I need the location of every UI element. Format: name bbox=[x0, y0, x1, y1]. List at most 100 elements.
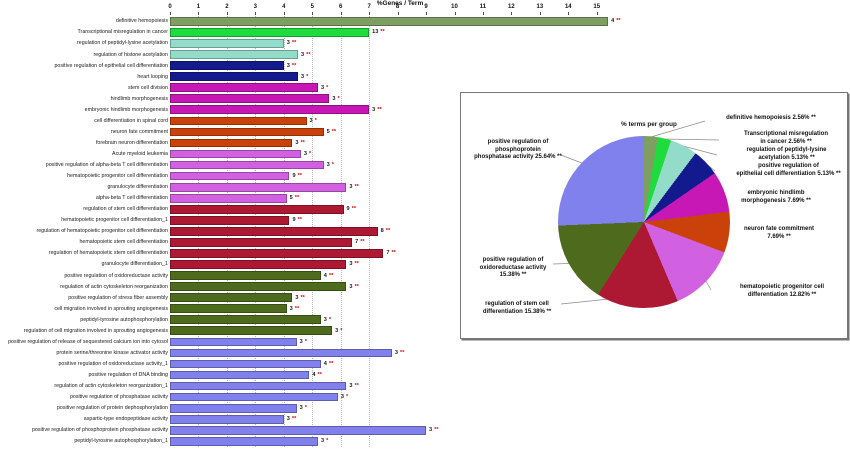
bar bbox=[170, 315, 321, 325]
significance-stars: ** bbox=[317, 371, 322, 378]
x-tick-mark bbox=[482, 12, 484, 15]
bar-value: 9 ** bbox=[292, 217, 301, 223]
bar-row-label: heart looping bbox=[137, 73, 168, 80]
gene-count: 3 bbox=[295, 139, 299, 146]
bar-chart: %Genes / Term 0 1 2 3 4 5 6 7 8 9 10 11 12 13 14 15 defi… bbox=[0, 0, 621, 447]
x-tick-label: 14 bbox=[564, 4, 572, 10]
bar-row: stem cell division 3 * bbox=[0, 82, 620, 93]
bar bbox=[170, 28, 370, 37]
gene-count: 3 bbox=[332, 95, 336, 102]
significance-stars: ** bbox=[294, 305, 300, 312]
bar-value: 3 ** bbox=[301, 52, 310, 58]
gene-count: 7 bbox=[386, 250, 390, 257]
x-tick-label: 5 bbox=[310, 4, 314, 10]
significance-stars: ** bbox=[291, 62, 297, 69]
bar-row-label: alpha-beta T cell differentiation bbox=[95, 195, 168, 202]
gene-count: 3 bbox=[335, 327, 339, 334]
gene-count: 3 bbox=[349, 184, 353, 191]
bar-row: aspartic-type endopeptidase activity 3 ** bbox=[0, 414, 620, 425]
x-axis-title: %Genes / Term bbox=[376, 0, 424, 7]
bar-row-label: regulation of hematopoietic progenitor c… bbox=[36, 228, 168, 235]
bar-row-label: cell differentiation in spinal cord bbox=[94, 117, 168, 124]
bar-row-label: hematopoietic progenitor cell differenti… bbox=[61, 217, 168, 224]
bar-row: positive regulation of DNA binding 4 ** bbox=[0, 370, 620, 381]
bar-row: granulocyte differentiation 3 ** bbox=[0, 182, 620, 193]
bar-row-label: hematopoietic stem cell differentiation bbox=[79, 239, 168, 246]
significance-stars: ** bbox=[297, 217, 302, 224]
gene-count: 9 bbox=[346, 206, 350, 213]
bar-row-label: hematopoietic progenitor cell differenti… bbox=[67, 173, 168, 180]
bar-value: 3 ** bbox=[429, 427, 438, 433]
gene-count: 4 bbox=[611, 18, 615, 25]
x-tick-mark bbox=[454, 12, 456, 15]
gene-count: 4 bbox=[323, 360, 327, 367]
bar-row: hematopoietic stem cell differentiation 7… bbox=[0, 237, 620, 248]
bar-value: 3 ** bbox=[349, 383, 358, 389]
bar bbox=[170, 304, 287, 314]
x-tick-mark bbox=[226, 12, 228, 15]
bar bbox=[170, 193, 287, 203]
gene-count: 3 bbox=[286, 62, 290, 69]
bar bbox=[170, 39, 284, 48]
bar-row-label: forebrain neuron differentiation bbox=[95, 139, 168, 146]
significance-stars: ** bbox=[291, 40, 297, 47]
significance-stars: * bbox=[308, 150, 312, 157]
pie-slice-label: regulation of peptidyl-lysine acetylation… bbox=[746, 147, 827, 161]
significance-stars: ** bbox=[380, 29, 385, 36]
bar-value: 3 ** bbox=[295, 140, 304, 146]
bar-row: regulation of hematopoietic stem cell di… bbox=[0, 248, 620, 259]
bar-row-label: regulation of histone acetylation bbox=[93, 51, 168, 58]
bar bbox=[170, 370, 310, 380]
gene-count: 3 bbox=[394, 349, 399, 356]
bar-value: 3 * bbox=[321, 85, 328, 91]
significance-stars: * bbox=[304, 338, 307, 345]
significance-stars: ** bbox=[328, 360, 334, 367]
bar bbox=[170, 72, 299, 82]
significance-stars: ** bbox=[354, 383, 359, 390]
bar-row: positive regulation of release of seques… bbox=[0, 336, 620, 347]
significance-stars: * bbox=[304, 405, 307, 412]
bar-value: 3 ** bbox=[295, 295, 304, 301]
pie-slice-label: hematopoietic progenitor cell differentia… bbox=[739, 284, 824, 298]
bar-row-label: definitive hemopoiesis bbox=[115, 18, 168, 25]
gene-count: 3 bbox=[286, 40, 290, 47]
bar-value: 3 * bbox=[327, 162, 334, 168]
x-tick-mark bbox=[198, 12, 200, 15]
bar-value: 3 * bbox=[332, 96, 339, 102]
bar-row: regulation of stem cell differentiation 9… bbox=[0, 204, 620, 215]
bar bbox=[170, 348, 392, 358]
bar-row-label: cell migration involved in sprouting ang… bbox=[54, 305, 168, 312]
significance-stars: * bbox=[337, 95, 340, 102]
bar-row: positive regulation of oxidoreductase ac… bbox=[0, 270, 620, 281]
bar-row: regulation of peptidyl-lysine acetylatio… bbox=[0, 38, 620, 49]
bar bbox=[170, 116, 307, 126]
bar bbox=[170, 271, 321, 280]
gene-count: 3 bbox=[303, 150, 307, 157]
bar-row-label: regulation of peptidyl-lysine acetylatio… bbox=[77, 40, 168, 47]
bar bbox=[170, 260, 347, 269]
significance-stars: ** bbox=[300, 294, 305, 301]
significance-stars: ** bbox=[306, 51, 311, 58]
x-tick-mark bbox=[568, 12, 570, 15]
bar-value: 3 ** bbox=[287, 40, 296, 46]
bar bbox=[170, 182, 347, 192]
x-tick-mark bbox=[340, 12, 342, 15]
bar bbox=[170, 204, 344, 214]
bar-value: 3 ** bbox=[349, 284, 358, 290]
bar-row: regulation of histone acetylation 3 ** bbox=[0, 49, 620, 60]
gene-count: 3 bbox=[372, 106, 376, 113]
x-tick-mark bbox=[539, 12, 541, 15]
bar-value: 3 ** bbox=[349, 184, 358, 190]
bar-row-label: positive regulation of oxidoreductase ac… bbox=[58, 360, 168, 367]
pie-slice-label: positive regulation of phosphoprotein phos… bbox=[474, 139, 562, 161]
x-tick-label: 3 bbox=[253, 4, 258, 10]
bar-row: Transcriptional misregulation in cancer 1… bbox=[0, 27, 620, 38]
x-tick-label: 6 bbox=[339, 4, 343, 10]
bar-row-label: granulocyte differentiation_1 bbox=[101, 261, 168, 268]
bar-value: 9 ** bbox=[347, 206, 356, 212]
gene-count: 5 bbox=[326, 128, 330, 135]
bar-value: 5 ** bbox=[327, 129, 336, 135]
gene-count: 3 bbox=[349, 383, 353, 390]
significance-stars: ** bbox=[385, 228, 391, 235]
bar-row: cell migration involved in sprouting ang… bbox=[0, 303, 620, 314]
